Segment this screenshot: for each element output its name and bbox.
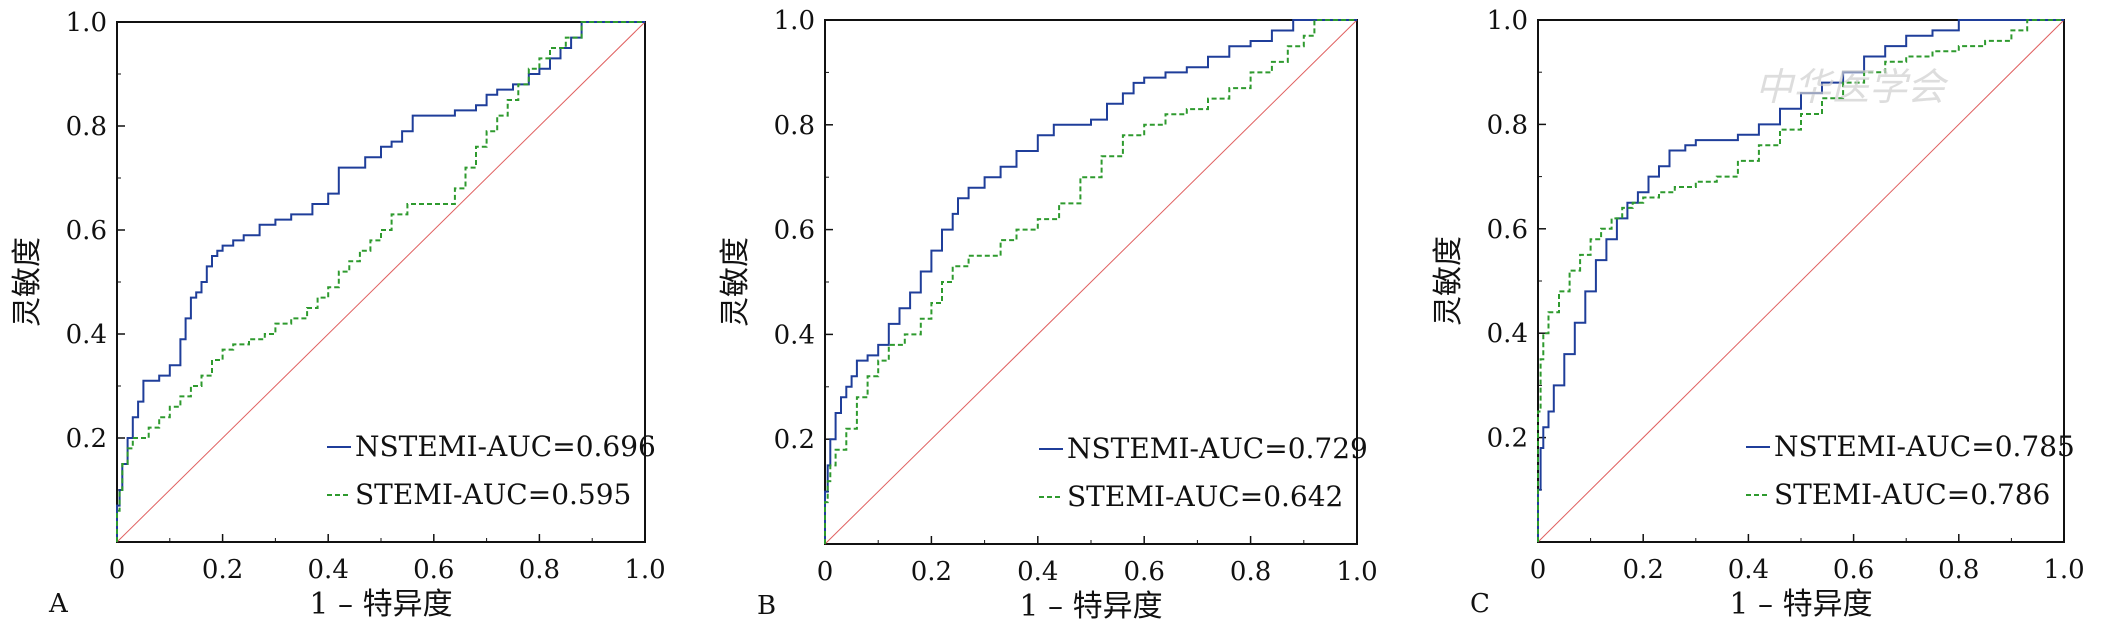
y-tick-label: 0.4	[1487, 319, 1528, 349]
roc-series-stemi	[824, 19, 1357, 544]
y-tick-label: 1.0	[774, 6, 815, 36]
roc-series-stemi	[116, 21, 645, 542]
y-tick-label: 0.2	[774, 425, 815, 455]
y-tick-label: 0.6	[774, 216, 815, 246]
legend-label: NSTEMI-AUC=0.785	[1774, 430, 2075, 463]
y-tick-label: 0.8	[774, 111, 815, 141]
x-tick-label: 0	[109, 555, 126, 585]
x-axis-label: 1 – 特异度	[1019, 589, 1162, 624]
legend-label: NSTEMI-AUC=0.696	[355, 430, 656, 463]
legend-label: STEMI-AUC=0.595	[355, 478, 631, 511]
x-tick-label: 0.8	[1230, 557, 1271, 587]
y-tick-label: 0.8	[66, 112, 107, 142]
y-tick-label: 0.6	[1487, 215, 1528, 245]
x-tick-label: 0.8	[1938, 555, 1979, 585]
panels-group: 0 0.2 0.4 0.6 0.8 1.0 0.2 0.4 0.6 0.8 1.0 1 – 特异度 灵敏…	[10, 6, 2085, 624]
legend-label: STEMI-AUC=0.786	[1774, 478, 2050, 511]
y-axis-label: 灵敏度	[1431, 236, 1466, 326]
roc-series-nstemi	[116, 21, 645, 542]
panel-label: A	[48, 589, 69, 619]
x-tick-label: 0.8	[519, 555, 560, 585]
y-axis-label: 灵敏度	[718, 237, 753, 327]
y-tick-label: 0.6	[66, 216, 107, 246]
x-tick-label: 1.0	[1336, 557, 1377, 587]
y-tick-label: 0.2	[1487, 424, 1528, 454]
diagonal-reference-line	[824, 19, 1358, 545]
x-tick-label: 0.6	[413, 555, 454, 585]
y-tick-label: 1.0	[66, 8, 107, 38]
legend-label: NSTEMI-AUC=0.729	[1067, 432, 1368, 465]
y-tick-label: 1.0	[1487, 6, 1528, 36]
roc-panel-a: 0 0.2 0.4 0.6 0.8 1.0 0.2 0.4 0.6 0.8 1.0 1 – 特异度 灵敏…	[10, 8, 666, 622]
x-tick-label: 1.0	[624, 555, 665, 585]
watermark-text: 中华医学会	[1755, 65, 1949, 109]
x-tick-label: 0	[817, 557, 834, 587]
diagonal-reference-line	[116, 21, 646, 543]
y-tick-label: 0.4	[66, 320, 107, 350]
y-axis-label: 灵敏度	[10, 237, 45, 327]
x-tick-label: 0.4	[1728, 555, 1769, 585]
x-tick-label: 0.2	[911, 557, 952, 587]
y-tick-label: 0.8	[1487, 110, 1528, 140]
y-tick-label: 0.4	[774, 320, 815, 350]
diagonal-reference-line	[1537, 19, 2065, 543]
roc-panel-c: 0 0.2 0.4 0.6 0.8 1.0 0.2 0.4 0.6 0.8 1.0 1 – 特异度 灵敏…	[1431, 6, 2085, 622]
legend-label: STEMI-AUC=0.642	[1067, 480, 1343, 513]
x-tick-label: 0	[1530, 555, 1547, 585]
x-axis-label: 1 – 特异度	[1729, 587, 1872, 622]
y-tick-label: 0.2	[66, 424, 107, 454]
roc-series-nstemi	[1537, 19, 2064, 542]
roc-panel-b: 0 0.2 0.4 0.6 0.8 1.0 0.2 0.4 0.6 0.8 1.0 1 – 特异度 灵敏…	[718, 6, 1378, 624]
panel-label: C	[1470, 589, 1490, 619]
x-tick-label: 0.4	[308, 555, 349, 585]
x-tick-label: 0.4	[1017, 557, 1058, 587]
x-tick-label: 1.0	[2043, 555, 2084, 585]
roc-series-nstemi	[824, 19, 1357, 544]
x-tick-label: 0.2	[1623, 555, 1664, 585]
panel-label: B	[757, 591, 776, 621]
roc-series-stemi	[1537, 19, 2064, 542]
x-tick-label: 0.6	[1833, 555, 1874, 585]
x-axis-label: 1 – 特异度	[309, 587, 452, 622]
x-tick-label: 0.2	[202, 555, 243, 585]
x-tick-label: 0.6	[1124, 557, 1165, 587]
